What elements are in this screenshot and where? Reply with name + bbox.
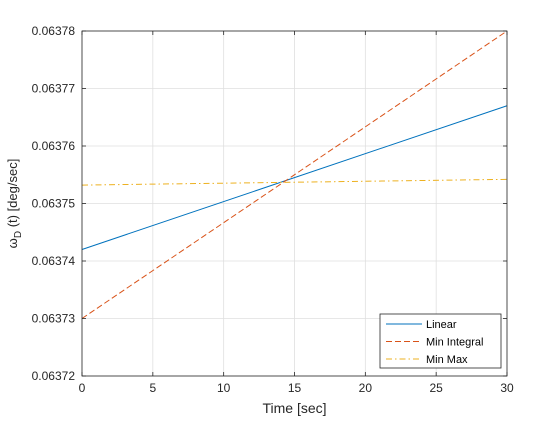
y-tick-label-2: 0.06374 <box>32 254 76 268</box>
y-tick-label-1: 0.06373 <box>32 312 76 326</box>
series-layer <box>81 30 508 319</box>
y-axis-label-rest: (t) [deg/sec] <box>5 159 20 231</box>
legend: Linear Min Integral Min Max <box>379 313 502 369</box>
series-line-linear <box>81 105 508 250</box>
x-tick-label-0: 0 <box>79 381 86 395</box>
x-axis-label: Time [sec] <box>262 400 326 416</box>
series-line-min-max <box>81 178 508 186</box>
y-tick-label-4: 0.06376 <box>32 139 76 153</box>
legend-label-min-integral: Min Integral <box>426 337 483 349</box>
x-tick-label-4: 20 <box>359 381 373 395</box>
x-tick-label-5: 25 <box>429 381 443 395</box>
x-tick-label-6: 30 <box>500 381 514 395</box>
y-tick-label-3: 0.06375 <box>32 197 76 211</box>
y-tick-label-5: 0.06377 <box>32 82 76 96</box>
legend-label-linear: Linear <box>426 319 457 331</box>
ticks: 0 5 10 15 20 25 30 0.06372 0.06373 0.06374 0.06375… <box>32 24 514 395</box>
x-tick-label-1: 5 <box>149 381 156 395</box>
y-tick-label-0: 0.06372 <box>32 369 76 383</box>
y-tick-label-6: 0.06378 <box>32 24 76 38</box>
y-axis-label: ωD (t) [deg/sec] <box>5 159 24 249</box>
y-axis-label-subscript: D <box>13 231 24 238</box>
y-axis-label-symbol: ω <box>5 238 20 248</box>
x-tick-label-2: 10 <box>217 381 231 395</box>
series-line-min-integral <box>81 30 508 319</box>
x-tick-label-3: 15 <box>288 381 302 395</box>
legend-label-min-max: Min Max <box>426 354 468 366</box>
